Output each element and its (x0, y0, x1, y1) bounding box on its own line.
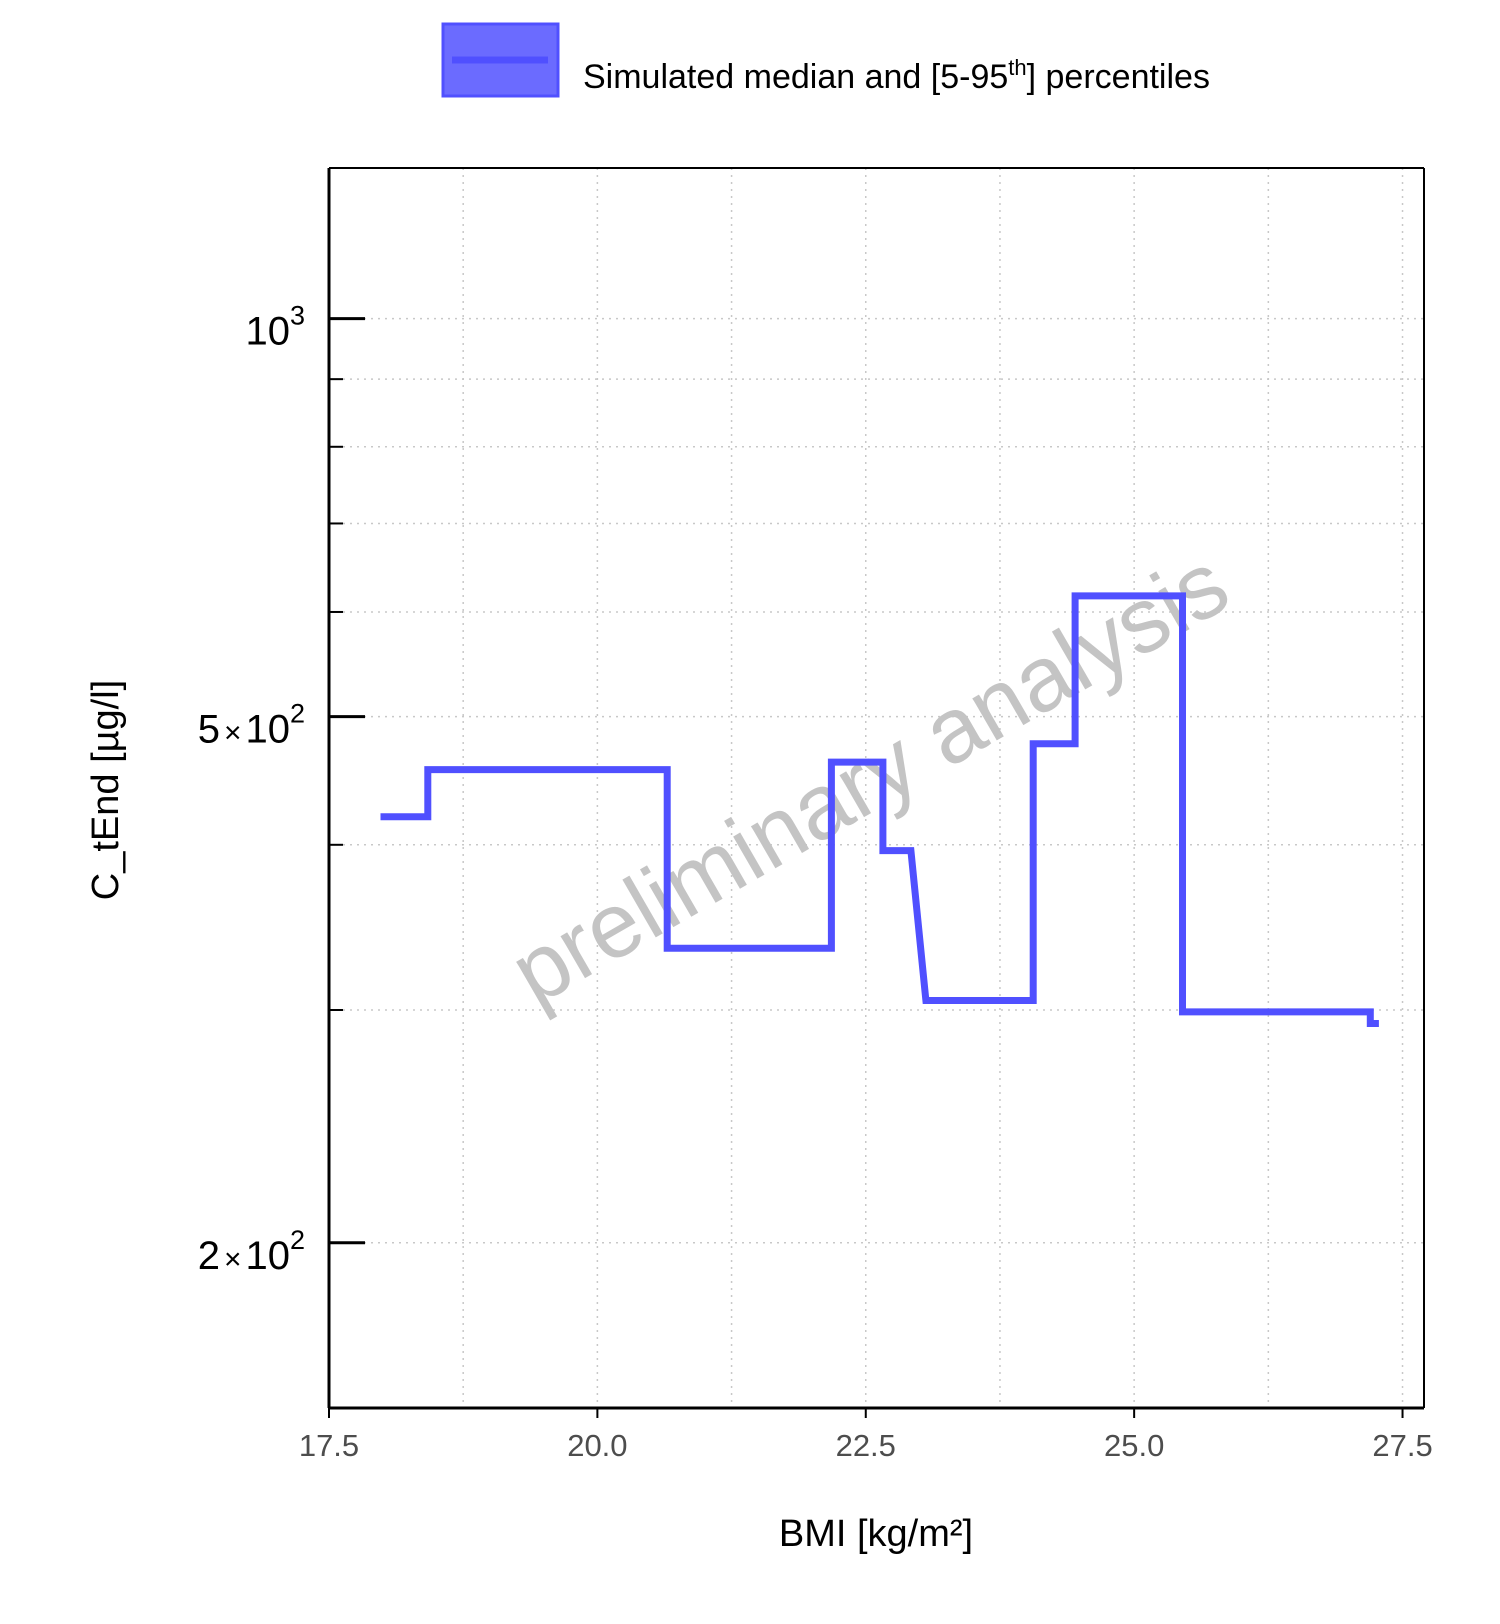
y-tick-exponent: 2 (290, 1225, 305, 1255)
axes (327, 167, 1425, 1410)
y-tick-label: 5 × 102 (198, 699, 305, 752)
series-layer (380, 592, 1379, 1027)
y-tick-mantissa: 2 (198, 1234, 220, 1278)
y-axis-title: C_tEnd [µg/l] (85, 680, 127, 900)
y-tick-times: × (224, 1243, 242, 1276)
legend: Simulated median and [5-95th] percentile… (441, 22, 1210, 98)
y-tick-base: 10 (245, 310, 290, 354)
x-axis-ticks: 17.5 20.0 22.5 25.0 27.5 (299, 1408, 1433, 1463)
x-axis-title: BMI [kg/m²] (779, 1513, 973, 1555)
y-tick-base: 10 (245, 708, 290, 752)
y-tick-base: 10 (245, 1234, 290, 1278)
x-tick-label: 27.5 (1372, 1428, 1432, 1463)
x-tick-label: 22.5 (836, 1428, 896, 1463)
y-tick-times: × (224, 717, 242, 750)
grid (328, 168, 1424, 1408)
legend-label-main: Simulated median and [5-95 (583, 58, 1008, 96)
watermark-layer: preliminary analysis (494, 532, 1245, 1024)
y-tick-label: 103 (245, 301, 305, 354)
y-tick-exponent: 3 (290, 301, 305, 331)
series-line (380, 592, 1379, 1027)
legend-label-superscript: th (1008, 55, 1026, 80)
y-tick-mantissa: 5 (198, 708, 220, 752)
x-tick-label: 25.0 (1104, 1428, 1164, 1463)
y-tick-exponent: 2 (290, 699, 305, 729)
y-tick-label: 2 × 102 (198, 1225, 305, 1278)
x-tick-label: 17.5 (299, 1428, 359, 1463)
x-tick-label: 20.0 (567, 1428, 627, 1463)
legend-label-end: ] percentiles (1027, 58, 1210, 96)
watermark: preliminary analysis (494, 532, 1245, 1024)
legend-label: Simulated median and [5-95th] percentile… (583, 55, 1210, 96)
